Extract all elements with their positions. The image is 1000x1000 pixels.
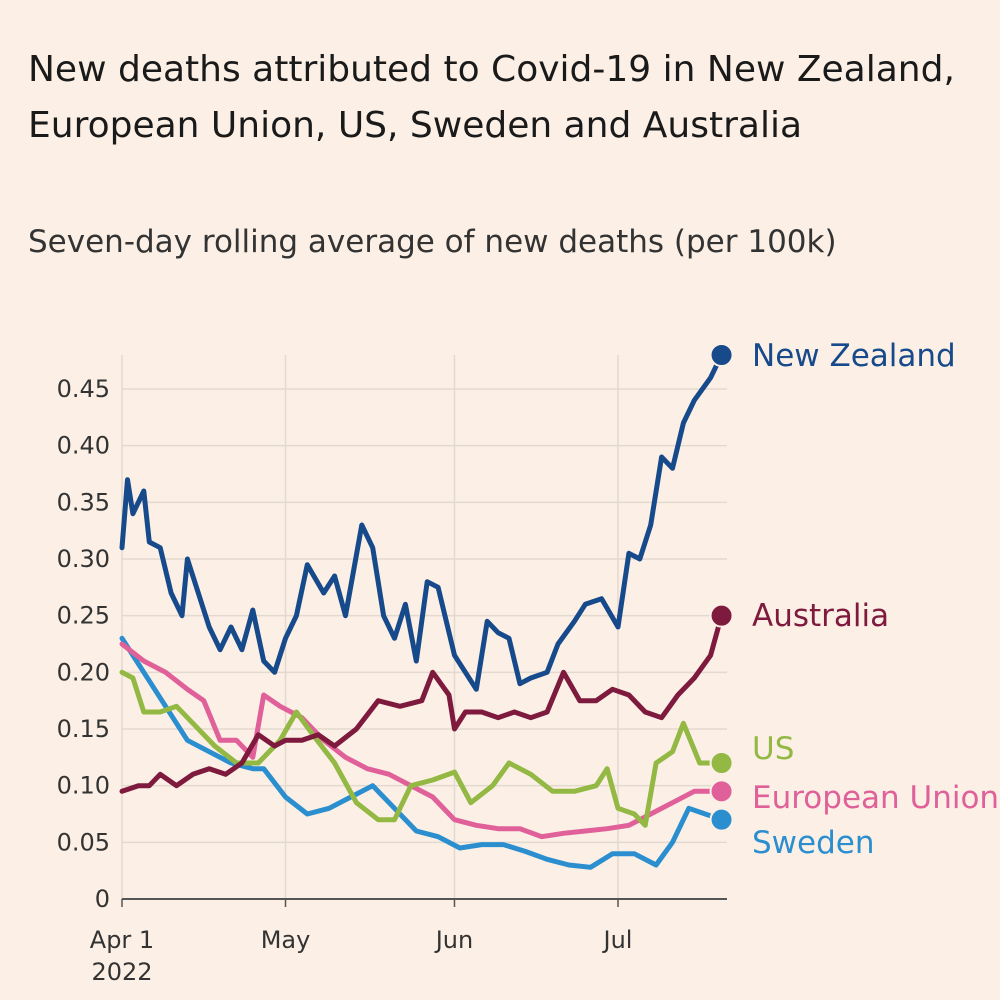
series-end-dot-european-union (709, 779, 734, 804)
series-lines (119, 352, 724, 870)
series-label-new-zealand: New Zealand (752, 338, 956, 374)
chart-subtitle: Seven-day rolling average of new deaths … (28, 224, 837, 260)
y-tick-label: 0.10 (57, 772, 110, 800)
series-label-sweden: Sweden (752, 825, 875, 861)
y-tick-label: 0.25 (57, 602, 110, 630)
series-line-sweden (119, 635, 724, 870)
chart-title: New deaths attributed to Covid-19 in New… (28, 49, 955, 146)
series-line-european-union (119, 641, 724, 840)
x-tick-label: May (261, 926, 311, 954)
series-line-new-zealand (119, 352, 724, 692)
series-label-us: US (752, 731, 794, 767)
y-tick-label: 0.40 (57, 432, 110, 460)
series-label-australia: Australia (752, 598, 889, 634)
series-line-australia (119, 613, 724, 794)
y-tick-label: 0.15 (57, 715, 110, 743)
x-tick-label: Jul (602, 926, 633, 954)
x-tick-label: Jun (434, 926, 474, 954)
series-end-dot-sweden (709, 807, 734, 832)
series-end-dot-australia (709, 603, 734, 628)
y-tick-label: 0.35 (57, 488, 110, 516)
y-tick-label: 0 (95, 885, 110, 913)
series-end-dot-us (709, 751, 734, 775)
y-tick-label: 0.20 (57, 658, 110, 686)
series-label-european-union: European Union (752, 780, 999, 816)
x-tick-label: Apr 1 (90, 926, 154, 954)
axes: 0 0.05 0.10 0.15 0.20 0.25 0.30 0.35 0.40 0.45 Apr… (57, 375, 727, 986)
series-labels: Sweden European Union US Australia New Zeala… (709, 338, 999, 861)
series-end-dot-new-zealand (709, 343, 734, 367)
y-tick-label: 0.05 (57, 828, 110, 856)
y-tick-label: 0.30 (57, 545, 110, 573)
series-line-us (119, 669, 724, 828)
y-tick-label: 0.45 (57, 375, 110, 403)
x-tick-sublabel: 2022 (91, 958, 152, 986)
